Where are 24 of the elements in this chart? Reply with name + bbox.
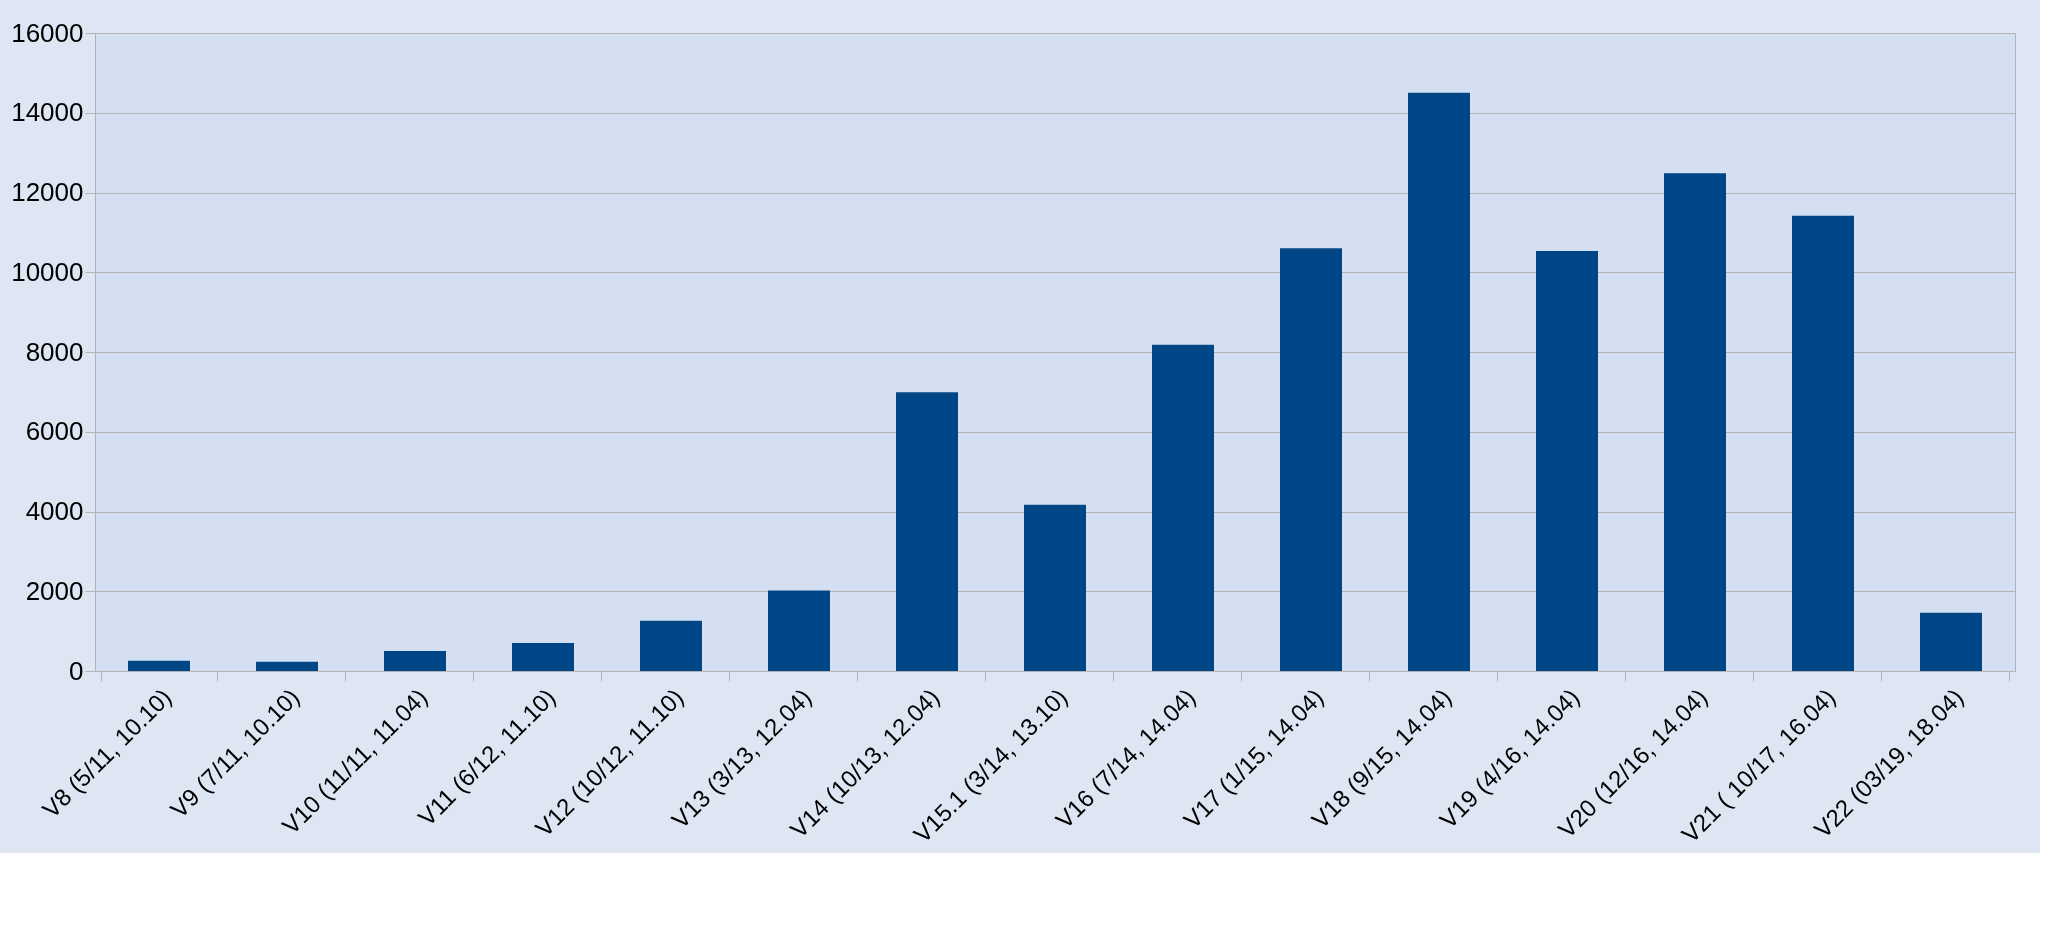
y-tick-label: 2000 <box>25 575 84 606</box>
bar <box>640 620 702 671</box>
bar <box>1152 344 1214 671</box>
bar <box>256 661 318 671</box>
bar <box>128 660 190 671</box>
bar <box>384 651 446 671</box>
y-tick-label: 10000 <box>11 256 84 287</box>
bar <box>1920 612 1982 671</box>
bar <box>1408 92 1470 671</box>
bar <box>1024 504 1086 671</box>
bar <box>1664 173 1726 671</box>
y-tick-label: 6000 <box>25 416 84 447</box>
y-tick-label: 16000 <box>11 17 84 48</box>
y-tick-label: 0 <box>69 655 84 686</box>
bar <box>512 643 574 671</box>
bar <box>1536 251 1598 671</box>
y-tick-label: 14000 <box>11 97 84 128</box>
bar <box>1280 248 1342 671</box>
y-tick-label: 12000 <box>11 177 84 207</box>
bar <box>768 590 830 671</box>
bar <box>896 392 958 671</box>
y-tick-label: 8000 <box>25 336 84 367</box>
bar <box>1792 215 1854 671</box>
y-tick-label: 4000 <box>25 496 84 526</box>
